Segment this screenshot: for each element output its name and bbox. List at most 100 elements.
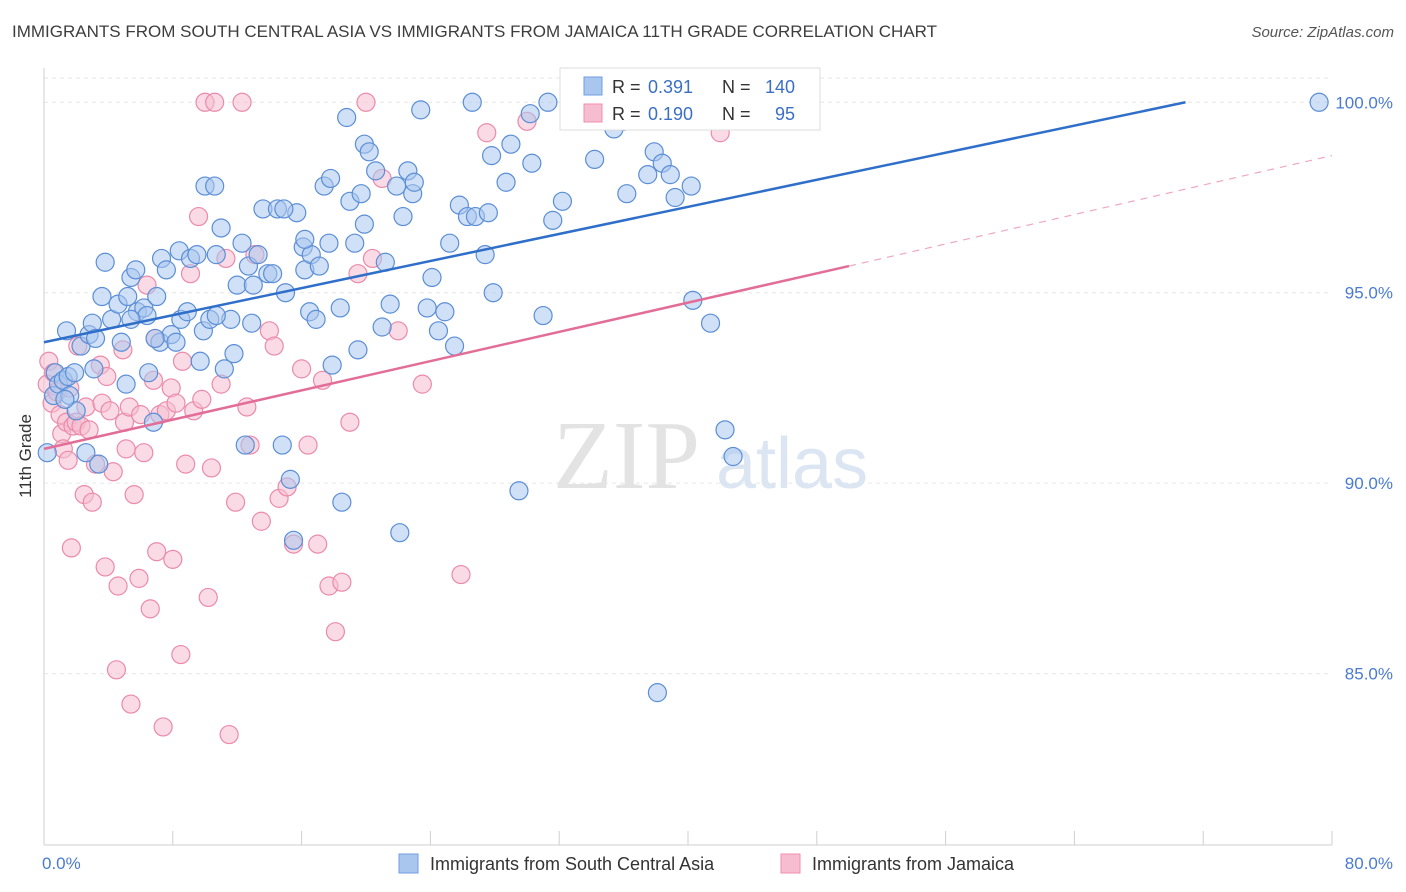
south-central-asia-point-23 [126,260,146,280]
watermark-atlas: atlas [716,424,868,504]
south-central-asia-point-40 [190,351,210,371]
south-central-asia-point-106 [478,203,498,223]
south-central-asia-point-10 [76,443,96,463]
south-central-asia-point-45 [206,245,226,265]
south-central-asia-point-115 [543,210,563,230]
stats-legend: R = 0.391 N = 140 R = 0.190 N = 95 [559,67,821,131]
jamaica-point-78 [325,622,346,642]
watermark-zip: ZIP [553,402,700,510]
south-central-asia-point-60 [272,435,292,455]
south-central-asia-point-107 [481,146,502,166]
south-central-asia-point-132 [723,446,743,467]
jamaica-point-34 [129,568,149,588]
south-central-asia-point-139 [242,313,262,333]
south-central-asia-point-83 [359,142,379,162]
south-central-asia-point-72 [319,233,339,253]
south-central-asia-point-138 [354,214,374,234]
south-central-asia-point-19 [111,332,131,352]
south-central-asia-point-118 [585,149,605,170]
south-central-asia-point-146 [483,283,503,303]
south-central-asia-point-39 [187,245,207,265]
south-central-asia-point-46 [211,218,231,238]
series-south-central-asia-points [37,92,1329,703]
y-tick-label-100: 100.0% [1335,93,1393,112]
jamaica-point-24 [100,401,120,421]
south-central-asia-point-76 [332,492,352,512]
stats-legend-swatch-blue [583,76,603,96]
y-tick-labels: 85.0% 90.0% 95.0% 100.0% [1335,93,1393,683]
south-central-asia-point-20 [116,374,136,394]
jamaica-point-50 [176,454,196,474]
south-central-asia-point-49 [224,344,244,364]
jamaica-point-86 [412,374,432,394]
bottom-legend-label-pink: Immigrants from Jamaica [812,854,1015,874]
south-central-asia-point-73 [320,168,341,189]
jamaica-point-36 [134,443,154,463]
jamaica-point-49 [172,351,193,371]
south-central-asia-point-54 [243,275,263,295]
south-central-asia-point-90 [393,206,413,227]
south-central-asia-point-144 [66,401,86,421]
south-central-asia-point-147 [1309,92,1329,112]
south-central-asia-point-13 [85,328,106,349]
jamaica-point-46 [163,549,183,569]
south-central-asia-point-58 [263,264,283,284]
jamaica-point-88 [477,123,497,143]
south-central-asia-point-63 [283,530,304,550]
x-tick-label-max: 80.0% [1345,854,1393,873]
south-central-asia-point-88 [386,176,407,196]
south-central-asia-point-74 [322,355,342,375]
y-axis-label: 11th Grade [16,414,35,498]
jamaica-point-47 [166,393,186,413]
stats-n-label-blue: N = [722,77,751,97]
y-tick-label-90: 90.0% [1345,474,1393,493]
south-central-asia-point-16 [95,252,115,272]
jamaica-point-57 [201,458,222,478]
trend-line-jamaica-extension [848,155,1333,267]
south-central-asia-point-50 [227,275,247,295]
stats-r-label-pink: R = [612,104,641,124]
jamaica-point-75 [308,534,328,554]
stats-n-value-blue: 140 [765,77,795,97]
stats-r-value-blue: 0.391 [648,77,693,97]
south-central-asia-point-121 [617,184,637,204]
jamaica-point-48 [171,644,191,665]
south-central-asia-point-27 [139,363,159,383]
south-central-asia-point-127 [665,187,685,208]
jamaica-point-33 [124,484,144,505]
south-central-asia-point-130 [700,313,721,333]
south-central-asia-point-69 [306,309,326,329]
south-central-asia-point-109 [501,134,521,154]
south-central-asia-point-52 [235,435,255,455]
jamaica-point-80 [340,412,360,432]
jamaica-point-18 [82,492,102,512]
south-central-asia-point-55 [248,245,268,265]
south-central-asia-point-140 [206,305,226,326]
south-central-asia-point-70 [309,256,329,276]
south-central-asia-point-136 [295,229,315,249]
south-central-asia-point-110 [509,481,529,501]
jamaica-point-32 [121,694,141,714]
south-central-asia-point-108 [496,172,516,192]
jamaica-point-56 [198,587,218,608]
south-central-asia-point-97 [428,321,449,341]
south-central-asia-point-89 [390,523,410,543]
jamaica-point-30 [116,439,136,459]
trend-lines [43,101,1333,451]
jamaica-point-61 [219,724,239,745]
south-central-asia-point-122 [638,165,658,185]
south-central-asia-point-21 [118,286,138,307]
stats-r-value-pink: 0.190 [648,104,693,124]
south-central-asia-point-32 [156,260,176,280]
south-central-asia-point-128 [681,176,701,196]
stats-legend-box [559,67,821,131]
south-central-asia-point-85 [372,317,392,337]
south-central-asia-point-103 [462,92,482,112]
jamaica-point-10 [61,538,81,558]
bottom-legend-swatch-pink [780,853,801,874]
jamaica-point-73 [292,359,312,379]
south-central-asia-point-94 [411,100,431,120]
stats-legend-swatch-pink [583,103,603,123]
south-central-asia-point-29 [147,286,167,307]
south-central-asia-point-87 [380,294,400,314]
